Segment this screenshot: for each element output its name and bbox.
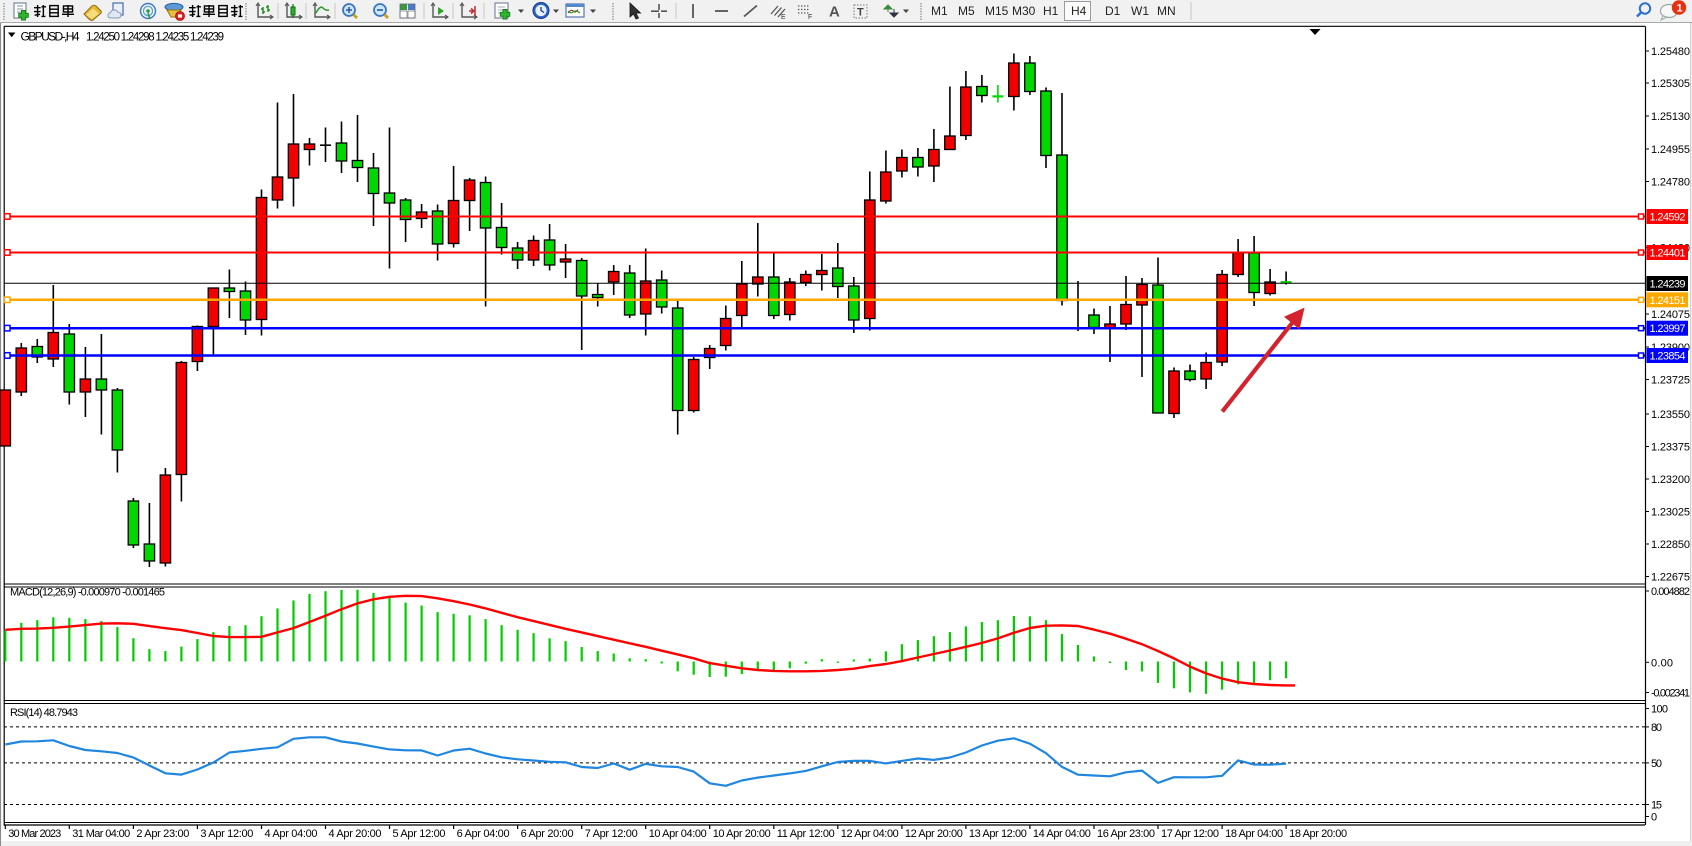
svg-text:1.23997: 1.23997 [1650, 323, 1686, 335]
svg-text:16 Apr 23:00: 16 Apr 23:00 [1097, 828, 1155, 840]
svg-text:10 Apr 04:00: 10 Apr 04:00 [649, 828, 707, 840]
svg-text:GBPUSD-,H4: GBPUSD-,H4 [21, 30, 80, 44]
svg-text:D1: D1 [1105, 4, 1121, 18]
svg-text:1.24239: 1.24239 [1650, 279, 1686, 291]
svg-text:2 Apr 23:00: 2 Apr 23:00 [136, 828, 189, 840]
svg-text:0: 0 [1651, 812, 1657, 824]
svg-text:100: 100 [1651, 704, 1668, 716]
svg-text:1.25130: 1.25130 [1651, 111, 1690, 123]
svg-text:1.24592: 1.24592 [1650, 212, 1686, 224]
svg-text:1.24780: 1.24780 [1651, 177, 1690, 189]
svg-text:1.23025: 1.23025 [1651, 507, 1690, 519]
svg-text:18 Apr 20:00: 18 Apr 20:00 [1289, 828, 1347, 840]
svg-text:A: A [829, 4, 840, 21]
svg-text:6 Apr 04:00: 6 Apr 04:00 [457, 828, 510, 840]
svg-text:7 Apr 12:00: 7 Apr 12:00 [585, 828, 638, 840]
svg-text:10 Apr 20:00: 10 Apr 20:00 [713, 828, 771, 840]
svg-text:1.23375: 1.23375 [1651, 442, 1690, 454]
svg-text:1.25480: 1.25480 [1651, 46, 1690, 58]
svg-text:1.23550: 1.23550 [1651, 409, 1690, 421]
svg-text:RSI(14) 48.7943: RSI(14) 48.7943 [10, 707, 78, 719]
svg-text:1.22850: 1.22850 [1651, 539, 1690, 551]
svg-text:30 Mar 2023: 30 Mar 2023 [8, 828, 61, 840]
svg-text:1.24151: 1.24151 [1650, 295, 1686, 307]
svg-text:M5: M5 [958, 4, 975, 18]
svg-text:H1: H1 [1043, 4, 1059, 18]
svg-text:1.25305: 1.25305 [1651, 78, 1690, 90]
svg-text:17 Apr 12:00: 17 Apr 12:00 [1161, 828, 1219, 840]
svg-text:12 Apr 20:00: 12 Apr 20:00 [905, 828, 963, 840]
svg-text:E: E [781, 14, 786, 21]
svg-text:31 Mar 04:00: 31 Mar 04:00 [72, 828, 130, 840]
svg-text:50: 50 [1651, 758, 1662, 770]
svg-text:M1: M1 [931, 4, 948, 18]
svg-text:T: T [857, 7, 864, 19]
svg-text:4 Apr 20:00: 4 Apr 20:00 [329, 828, 382, 840]
svg-text:6 Apr 20:00: 6 Apr 20:00 [521, 828, 574, 840]
svg-text:1.23725: 1.23725 [1651, 375, 1690, 387]
svg-text:14 Apr 04:00: 14 Apr 04:00 [1033, 828, 1091, 840]
svg-text:1.24955: 1.24955 [1651, 144, 1690, 156]
svg-text:W1: W1 [1131, 4, 1149, 18]
svg-text:1.23200: 1.23200 [1651, 474, 1690, 486]
svg-text:M30: M30 [1012, 4, 1036, 18]
svg-text:1.24075: 1.24075 [1651, 309, 1690, 321]
svg-text:5 Apr 12:00: 5 Apr 12:00 [393, 828, 446, 840]
svg-text:F: F [808, 14, 812, 21]
svg-text:18 Apr 04:00: 18 Apr 04:00 [1225, 828, 1283, 840]
svg-text:11 Apr 12:00: 11 Apr 12:00 [777, 828, 835, 840]
svg-text:80: 80 [1651, 722, 1662, 734]
svg-text:1.24250 1.24298 1.24235 1.2423: 1.24250 1.24298 1.24235 1.24239 [86, 32, 224, 44]
svg-text:1.23854: 1.23854 [1650, 351, 1686, 363]
svg-text:1: 1 [1677, 3, 1683, 15]
svg-text:3 Apr 12:00: 3 Apr 12:00 [200, 828, 253, 840]
svg-text:12 Apr 04:00: 12 Apr 04:00 [841, 828, 899, 840]
svg-text:1.22675: 1.22675 [1651, 572, 1690, 584]
svg-text:MACD(12,26,9) -0.000970 -0.001: MACD(12,26,9) -0.000970 -0.001465 [10, 587, 165, 599]
svg-text:15: 15 [1651, 800, 1662, 812]
svg-text:H4: H4 [1071, 4, 1087, 18]
svg-text:1.24401: 1.24401 [1650, 248, 1686, 260]
svg-text:-0.002341: -0.002341 [1651, 688, 1690, 700]
svg-text:0.00: 0.00 [1651, 657, 1673, 669]
svg-text:M15: M15 [985, 4, 1009, 18]
svg-text:13 Apr 12:00: 13 Apr 12:00 [969, 828, 1027, 840]
svg-text:4 Apr 04:00: 4 Apr 04:00 [265, 828, 318, 840]
svg-text:MN: MN [1157, 4, 1176, 18]
svg-text:0.004882: 0.004882 [1651, 586, 1690, 598]
